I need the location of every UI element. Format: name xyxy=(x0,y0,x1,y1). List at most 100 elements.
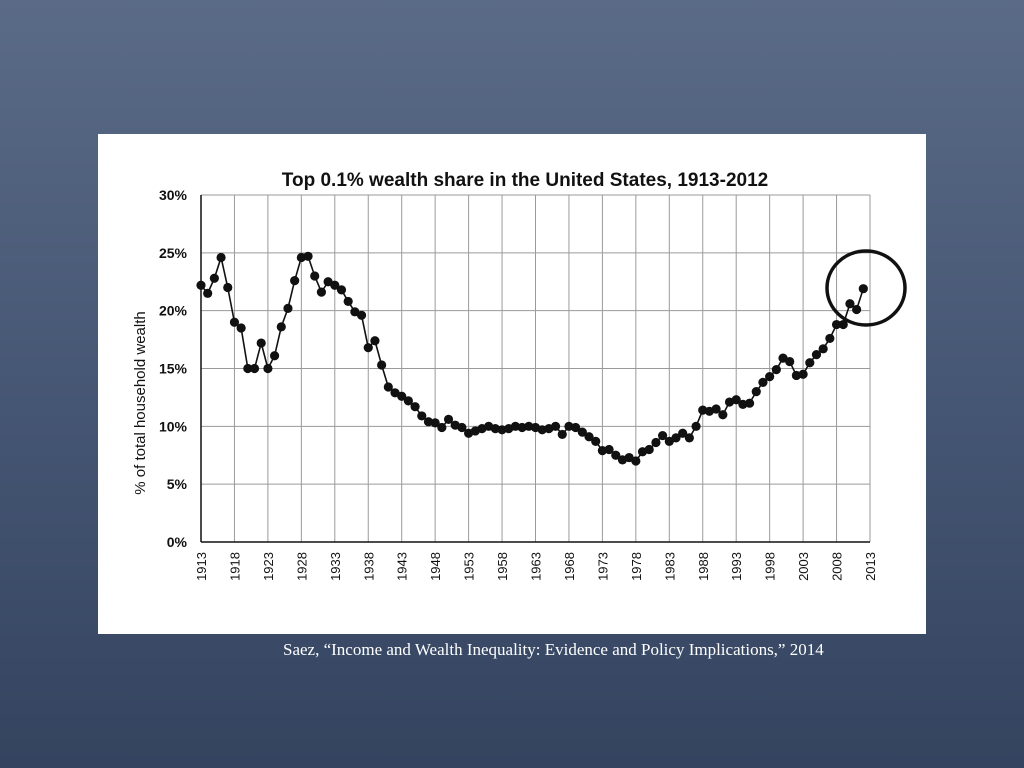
data-point xyxy=(443,414,454,424)
y-tick-label: 10% xyxy=(159,418,188,434)
y-tick-label: 30% xyxy=(159,187,188,203)
data-point xyxy=(229,317,240,327)
x-tick-label: 1963 xyxy=(529,552,544,581)
x-tick-label: 2013 xyxy=(863,552,878,581)
data-point xyxy=(584,432,594,442)
data-point xyxy=(845,299,855,309)
x-tick-label: 1983 xyxy=(662,552,677,581)
x-tick-label: 1933 xyxy=(328,552,343,581)
chart-title: Top 0.1% wealth share in the United Stat… xyxy=(282,170,768,191)
y-tick-label: 15% xyxy=(159,361,188,377)
data-point xyxy=(858,284,868,294)
chart-panel: Top 0.1% wealth share in the United Stat… xyxy=(98,134,926,634)
data-point xyxy=(678,428,688,438)
data-point xyxy=(209,273,219,283)
data-point xyxy=(852,304,862,315)
data-point xyxy=(658,430,668,441)
data-point xyxy=(356,310,367,320)
data-point xyxy=(818,344,828,354)
data-point xyxy=(771,365,781,375)
data-point xyxy=(457,422,467,433)
data-point xyxy=(417,411,427,421)
data-point xyxy=(330,280,340,290)
data-point xyxy=(223,282,233,293)
data-point xyxy=(410,402,420,412)
y-tick-label: 20% xyxy=(159,303,188,319)
data-point xyxy=(343,296,353,307)
x-tick-label: 1973 xyxy=(595,552,610,581)
data-point xyxy=(196,280,206,290)
data-point xyxy=(825,333,835,344)
highlight-circle xyxy=(825,249,907,327)
data-point xyxy=(744,398,755,408)
data-point xyxy=(718,410,728,420)
x-tick-label: 1978 xyxy=(629,552,644,581)
data-point xyxy=(591,436,601,446)
data-point xyxy=(731,395,741,405)
data-point xyxy=(811,350,822,360)
data-point xyxy=(236,323,246,333)
data-point xyxy=(711,404,721,414)
data-point xyxy=(203,288,213,298)
x-tick-label: 1918 xyxy=(227,552,242,581)
x-tick-label: 1943 xyxy=(395,552,410,581)
data-point xyxy=(269,351,280,361)
data-point xyxy=(691,421,701,431)
data-point xyxy=(276,322,286,332)
x-tick-label: 1968 xyxy=(562,552,577,581)
x-tick-label: 2008 xyxy=(830,552,845,581)
data-point xyxy=(249,363,260,374)
data-point xyxy=(671,433,681,443)
data-point xyxy=(631,456,641,466)
data-point xyxy=(363,343,373,353)
data-point xyxy=(383,382,393,392)
data-point xyxy=(785,356,795,367)
data-point xyxy=(577,427,587,437)
data-point xyxy=(831,319,842,330)
y-tick-label: 25% xyxy=(159,245,188,261)
data-point xyxy=(550,421,561,431)
data-point xyxy=(377,360,387,370)
x-tick-label: 1953 xyxy=(462,552,477,581)
data-point xyxy=(256,338,266,348)
data-point xyxy=(838,319,848,330)
data-point xyxy=(263,363,273,374)
data-point xyxy=(604,444,614,455)
data-point xyxy=(290,275,300,286)
data-point xyxy=(243,363,253,374)
data-point xyxy=(310,271,320,281)
data-point xyxy=(684,433,694,443)
data-point xyxy=(644,444,654,455)
data-point xyxy=(283,303,293,313)
data-point xyxy=(751,387,761,397)
data-point xyxy=(437,422,447,433)
data-point xyxy=(611,450,621,460)
x-tick-label: 1958 xyxy=(495,552,510,581)
x-tick-label: 2003 xyxy=(796,552,811,581)
y-axis-label: % of total household wealth xyxy=(132,311,149,494)
data-point xyxy=(798,369,808,379)
data-point xyxy=(557,429,567,440)
source-caption: Saez, “Income and Wealth Inequality: Evi… xyxy=(283,640,824,659)
x-tick-label: 1923 xyxy=(261,552,276,581)
data-point xyxy=(370,336,380,346)
data-point xyxy=(571,422,581,433)
x-tick-label: 1913 xyxy=(194,552,209,581)
data-point xyxy=(303,251,313,261)
data-point xyxy=(430,418,440,428)
y-tick-label: 0% xyxy=(167,534,188,550)
data-point xyxy=(651,437,661,448)
x-tick-label: 1938 xyxy=(361,552,376,581)
y-tick-label: 5% xyxy=(167,476,188,492)
data-point xyxy=(216,252,226,263)
data-point xyxy=(336,285,347,295)
data-point xyxy=(765,371,775,382)
data-point xyxy=(805,358,815,368)
x-tick-label: 1993 xyxy=(729,552,744,581)
x-tick-label: 1998 xyxy=(763,552,778,581)
data-point xyxy=(397,391,407,401)
data-point xyxy=(403,396,413,406)
wealth-share-chart: Top 0.1% wealth share in the United Stat… xyxy=(98,134,926,634)
x-tick-label: 1988 xyxy=(696,552,711,581)
